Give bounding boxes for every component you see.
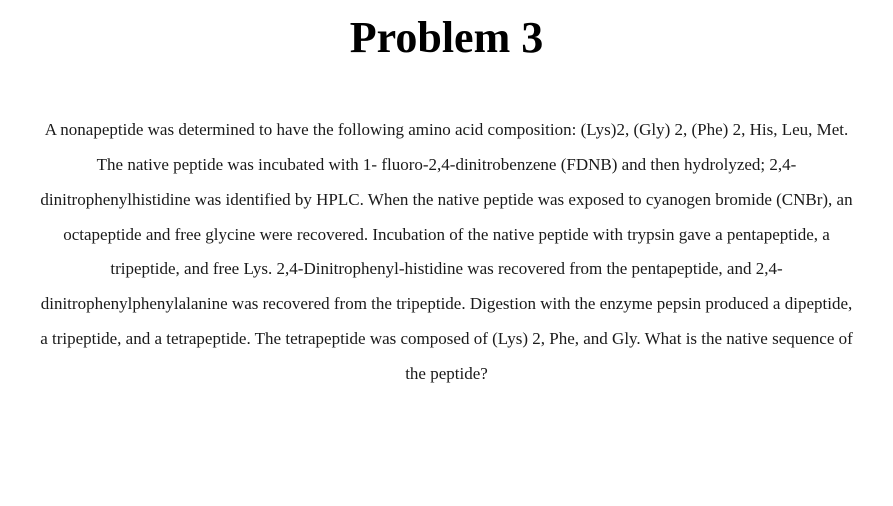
- problem-body: A nonapeptide was determined to have the…: [0, 113, 893, 392]
- problem-title: Problem 3: [350, 12, 544, 63]
